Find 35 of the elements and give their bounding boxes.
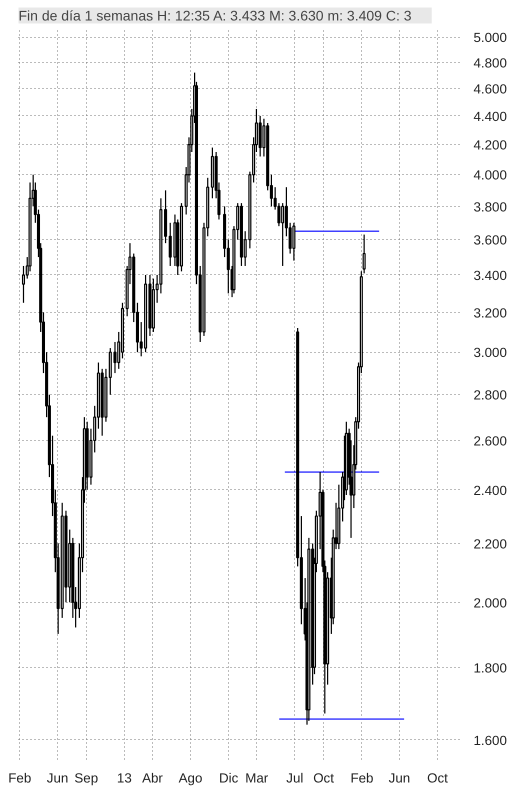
y-tick-label: 2.400 xyxy=(474,482,507,498)
x-tick-label: Jun xyxy=(46,770,68,786)
x-tick-label: 13 xyxy=(116,770,132,786)
x-tick-label: Oct xyxy=(427,770,448,786)
y-tick-label: 2.600 xyxy=(474,433,507,448)
y-tick-label: 1.800 xyxy=(474,660,507,676)
x-tick-label: Feb xyxy=(8,770,32,786)
x-tick-label: Dic xyxy=(219,770,239,786)
candlestick xyxy=(113,341,117,374)
x-tick-label: Jul xyxy=(286,770,304,786)
y-tick-label: 3.400 xyxy=(474,268,507,283)
x-tick-label: Sep xyxy=(74,770,98,786)
y-tick-label: 2.200 xyxy=(474,536,507,552)
x-tick-label: Abr xyxy=(142,770,164,786)
y-tick-label: 1.600 xyxy=(474,732,507,748)
y-tick-label: 4.800 xyxy=(474,55,507,70)
y-tick-label: 4.200 xyxy=(474,138,507,153)
y-tick-label: 3.000 xyxy=(474,345,507,360)
y-tick-label: 2.800 xyxy=(474,388,507,403)
x-tick-label: Oct xyxy=(313,770,334,786)
y-tick-label: 4.400 xyxy=(474,108,507,124)
chart-title: Fin de día 1 semanas H: 12:35 A: 3.433 M: 3.630 m: 3.409 C: 3 xyxy=(18,8,412,24)
y-tick-label: 3.600 xyxy=(474,232,507,248)
x-tick-label: Mar xyxy=(245,770,269,786)
x-tick-label: Jun xyxy=(388,770,410,786)
candlestick xyxy=(292,222,296,262)
candlestick xyxy=(281,202,284,267)
x-tick-label: Ago xyxy=(178,770,202,786)
y-tick-label: 3.800 xyxy=(474,199,507,214)
y-tick-label: 5.000 xyxy=(474,30,507,46)
y-tick-label: 3.200 xyxy=(474,305,507,320)
x-tick-label: Feb xyxy=(350,770,374,786)
y-tick-label: 2.000 xyxy=(474,595,507,610)
y-tick-label: 4.600 xyxy=(474,82,507,97)
y-tick-label: 4.000 xyxy=(474,168,507,183)
